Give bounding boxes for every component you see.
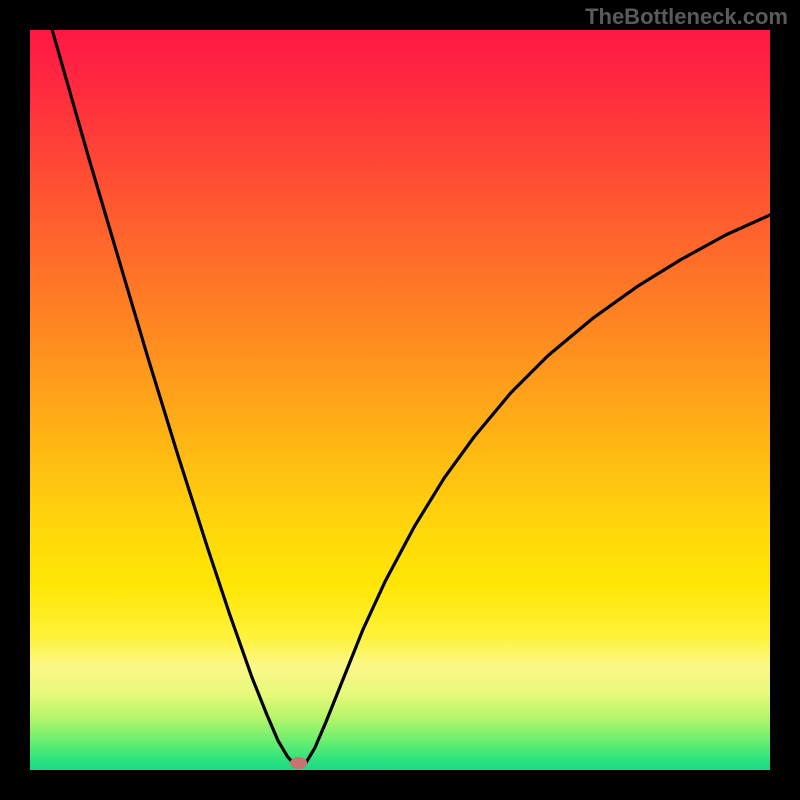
chart-container: TheBottleneck.com <box>0 0 800 800</box>
optimum-marker <box>290 757 308 769</box>
plot-area <box>30 30 770 770</box>
bottleneck-curve <box>30 30 770 770</box>
watermark-text: TheBottleneck.com <box>585 4 788 30</box>
